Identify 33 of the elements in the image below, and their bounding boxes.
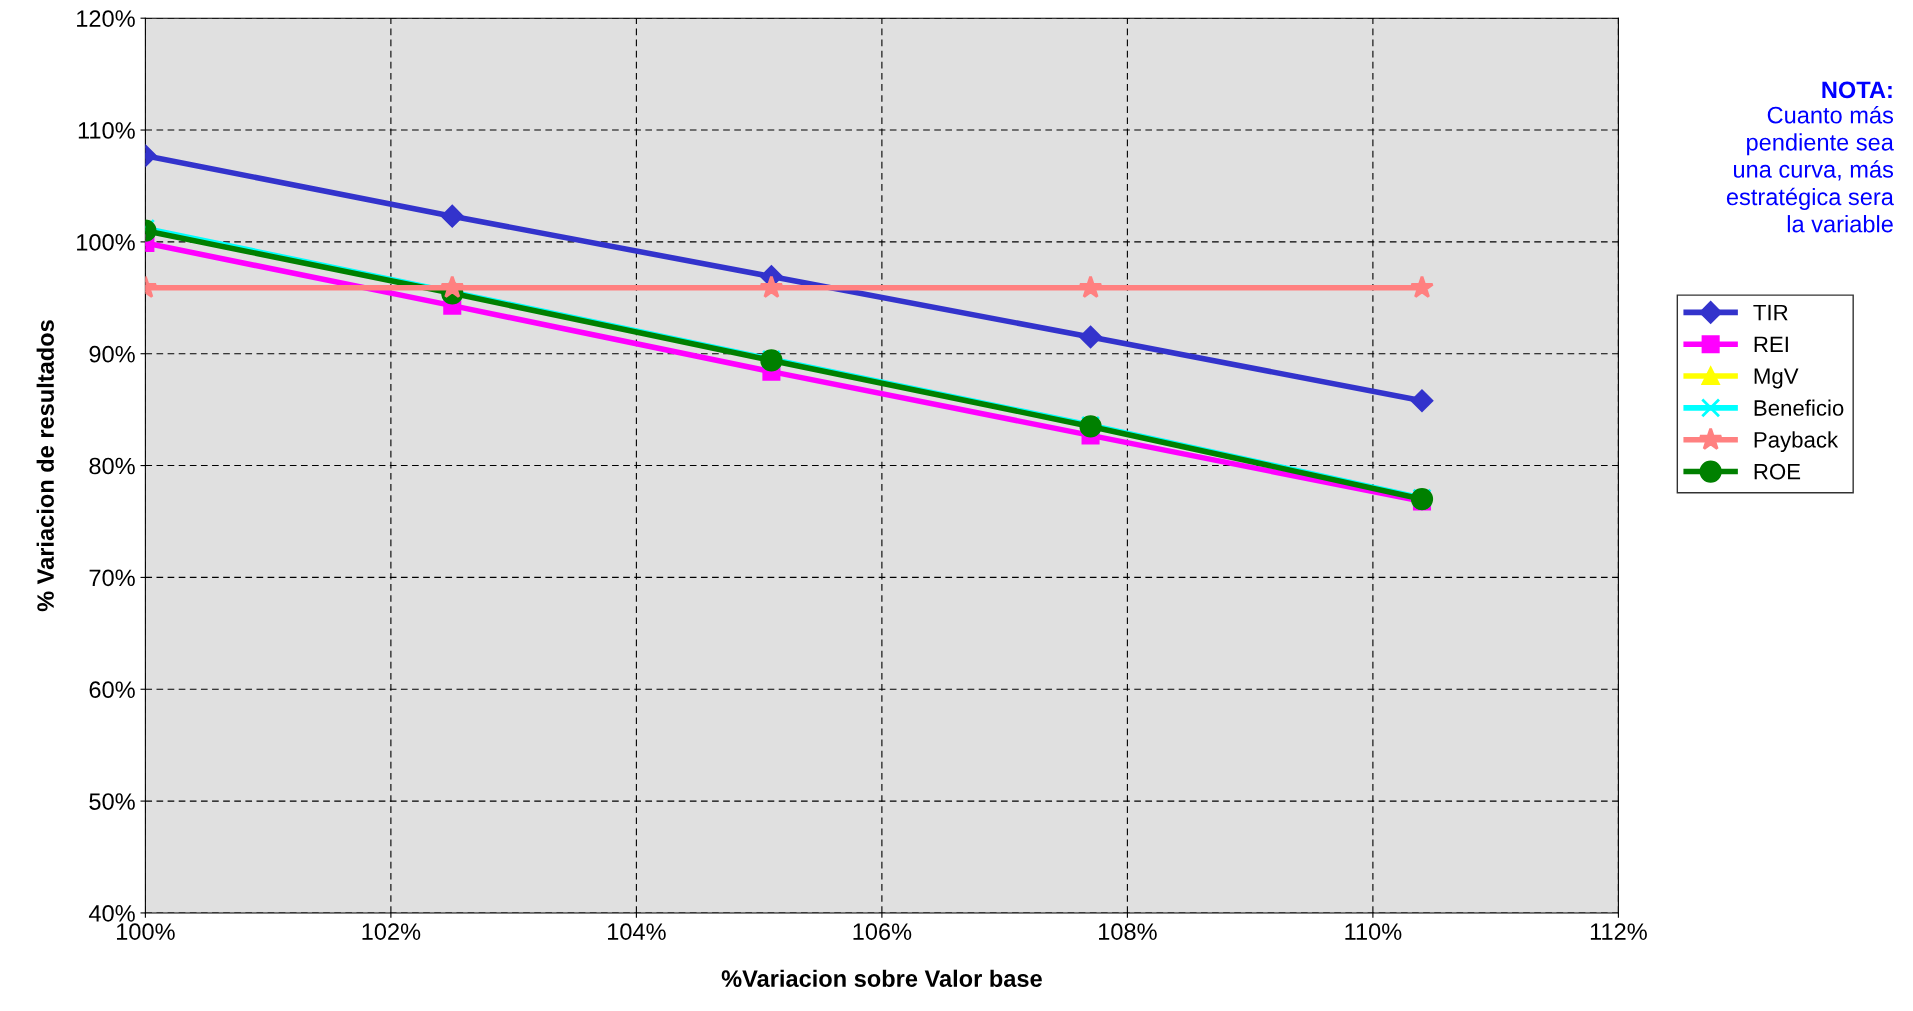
point — [440, 275, 465, 299]
point — [1079, 325, 1102, 349]
y-tick-label: 40% — [88, 905, 135, 922]
point — [759, 275, 784, 299]
point — [1410, 275, 1434, 299]
legend-label: Payback — [1754, 431, 1839, 453]
text: Cuanto más pendiente sea una curva, más estratégica sera la variable — [1726, 105, 1894, 233]
y-tick-label: 120% — [77, 10, 135, 27]
point — [1410, 389, 1434, 412]
x-axis-title: %Variacion sobre Valor base — [721, 969, 1042, 988]
y-tick-label: 60% — [89, 681, 135, 699]
y-tick-label: 90% — [89, 345, 135, 363]
legend-label: REI — [1754, 336, 1788, 352]
x-tick-label: 110% — [1345, 923, 1402, 940]
x-tick-label: 100% — [117, 923, 175, 940]
x-tick-label: 106% — [853, 923, 912, 940]
x-tick-label: 104% — [608, 923, 666, 940]
y-tick-label: 70% — [89, 569, 135, 587]
x-tick-label: 112% — [1590, 923, 1647, 940]
y-tick-label: 110% — [78, 122, 135, 139]
text: NOTA: — [1822, 81, 1892, 99]
legend-label: Beneficio — [1754, 399, 1844, 416]
y-tick-label: 50% — [89, 793, 135, 810]
y-tick-label: 100% — [77, 233, 135, 251]
y-axis-title: % Variacion de resultados — [36, 320, 54, 612]
legend-label: ROE — [1754, 463, 1801, 480]
legend-label: TIR — [1753, 304, 1788, 321]
point — [1078, 275, 1103, 299]
point — [441, 204, 464, 228]
x-tick-label: 102% — [362, 923, 421, 940]
x-tick-label: 108% — [1099, 923, 1157, 940]
y-tick-label: 80% — [89, 457, 135, 475]
legend-label: MgV — [1754, 368, 1799, 389]
